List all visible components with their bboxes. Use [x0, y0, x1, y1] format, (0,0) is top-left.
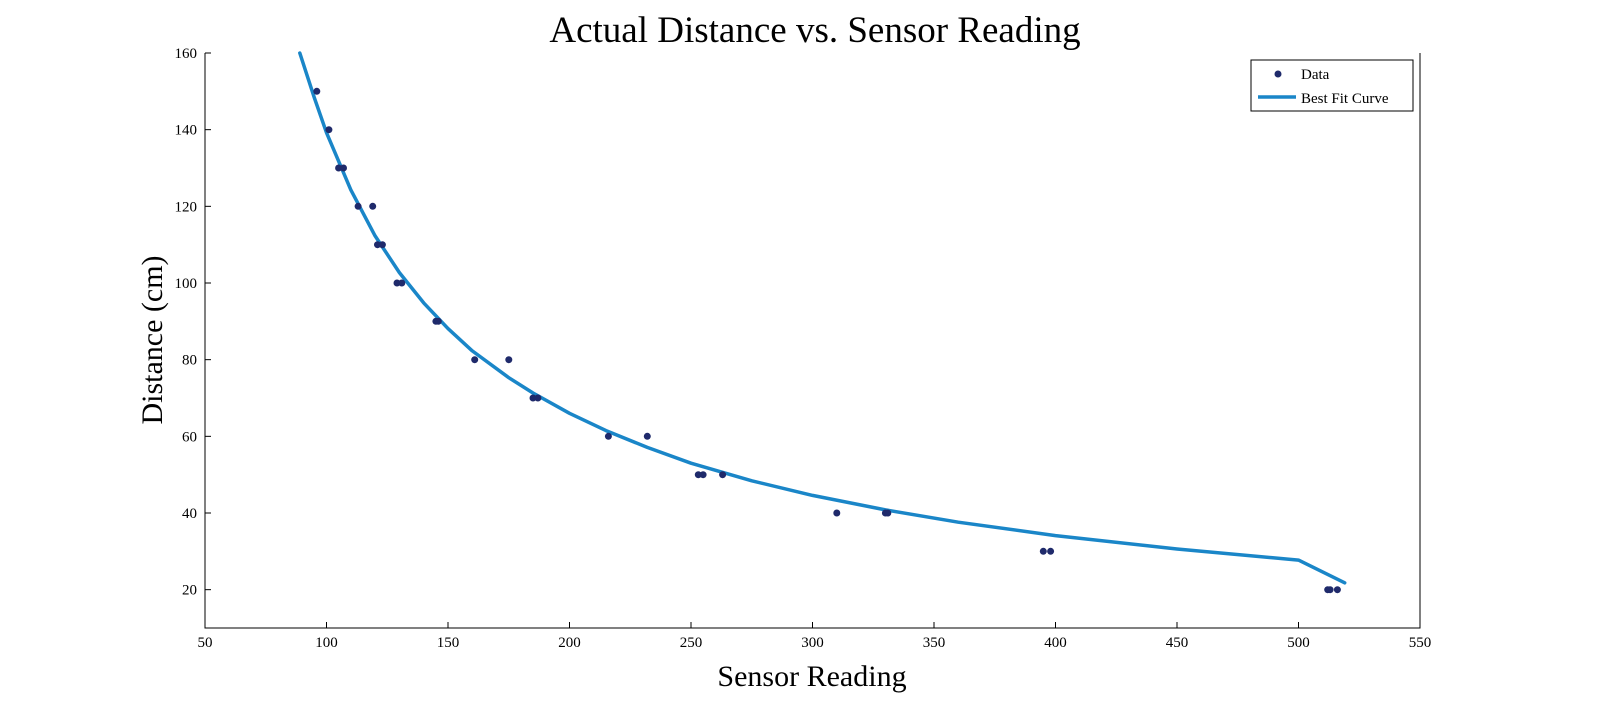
data-point — [354, 202, 362, 210]
data-point — [313, 87, 321, 95]
x-tick-label: 300 — [801, 635, 824, 651]
y-axis-title: Distance (cm) — [136, 255, 169, 424]
x-tick-label: 200 — [558, 635, 581, 651]
data-point — [378, 241, 386, 249]
chart-title: Actual Distance vs. Sensor Reading — [549, 10, 1080, 51]
x-tick-label: 250 — [680, 635, 703, 651]
data-point — [1039, 547, 1047, 555]
best-fit-layer — [298, 51, 1347, 585]
data-point — [833, 509, 841, 517]
data-point — [534, 394, 542, 402]
legend-marker-data — [1274, 70, 1282, 78]
data-point — [325, 126, 333, 134]
data-point — [699, 471, 707, 479]
y-tick-label: 120 — [175, 199, 198, 215]
y-tick-label: 20 — [182, 583, 197, 599]
y-tick-label: 60 — [182, 429, 197, 445]
data-point — [884, 509, 892, 517]
data-point — [529, 394, 537, 402]
data-point — [340, 164, 347, 172]
legend-label-data: Data — [1301, 67, 1330, 83]
data-point — [335, 164, 343, 172]
data-point — [719, 471, 727, 479]
data-point — [434, 317, 442, 325]
y-tick-label: 80 — [182, 353, 197, 369]
x-tick-label: 500 — [1287, 635, 1310, 651]
x-axis: 50 100 150 200 250 300 350 400 450 500 550 — [198, 622, 1432, 651]
x-tick-label: 100 — [315, 635, 338, 651]
best-fit-curve — [298, 51, 1347, 585]
data-point — [1333, 586, 1341, 594]
legend: Data Best Fit Curve — [1250, 59, 1414, 112]
data-point — [505, 356, 513, 364]
data-point — [398, 279, 406, 287]
data-point — [694, 471, 702, 479]
data-point — [1047, 547, 1055, 555]
x-tick-label: 350 — [923, 635, 946, 651]
data-point — [604, 432, 612, 440]
x-tick-label: 150 — [437, 635, 460, 651]
data-point — [1326, 586, 1334, 594]
legend-box — [1250, 59, 1414, 112]
data-point — [471, 356, 479, 364]
x-tick-label: 400 — [1044, 635, 1067, 651]
plot-area: 50 100 150 200 250 300 350 400 450 500 550 20 40 60 8… — [175, 46, 1432, 651]
y-tick-label: 140 — [175, 123, 198, 139]
data-points-layer — [313, 87, 1341, 594]
y-tick-label: 160 — [175, 46, 198, 62]
data-point — [393, 279, 401, 287]
y-tick-label: 100 — [175, 276, 198, 292]
y-tick-label: 40 — [182, 506, 197, 522]
x-tick-label: 450 — [1166, 635, 1189, 651]
x-tick-label: 550 — [1409, 635, 1432, 651]
data-point — [374, 241, 381, 249]
data-point — [643, 432, 651, 440]
data-point — [369, 202, 377, 210]
y-axis: 20 40 60 80 100 120 140 160 — [175, 46, 211, 599]
axes-frame — [204, 53, 1421, 629]
x-axis-title: Sensor Reading — [717, 660, 906, 693]
legend-label-fit: Best Fit Curve — [1301, 91, 1389, 107]
x-tick-label: 50 — [198, 635, 213, 651]
